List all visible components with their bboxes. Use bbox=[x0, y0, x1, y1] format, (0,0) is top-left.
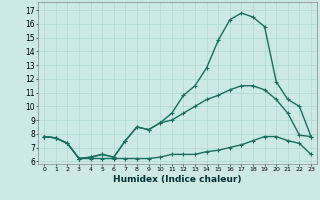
X-axis label: Humidex (Indice chaleur): Humidex (Indice chaleur) bbox=[113, 175, 242, 184]
